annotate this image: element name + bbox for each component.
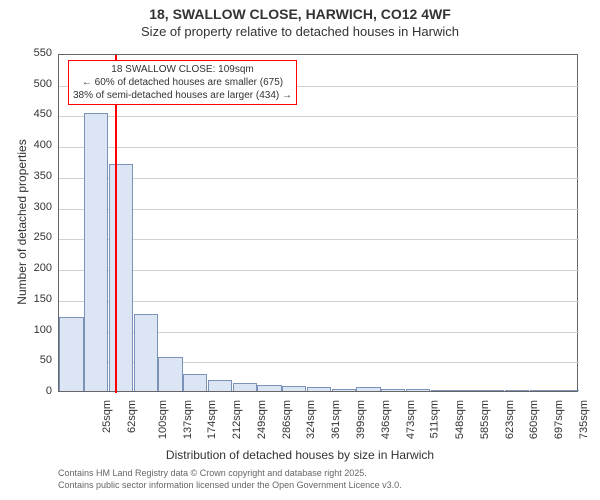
histogram-bar (554, 390, 578, 391)
x-tick-label: 735sqm (578, 400, 590, 439)
x-tick-label: 511sqm (429, 400, 441, 438)
x-tick-label: 100sqm (157, 400, 169, 439)
x-tick-label: 585sqm (479, 400, 491, 439)
x-tick-label: 174sqm (207, 400, 219, 439)
histogram-bar (307, 387, 331, 391)
annotation-line: 38% of semi-detached houses are larger (… (73, 89, 292, 102)
y-tick-label: 200 (20, 262, 52, 274)
x-tick-label: 660sqm (528, 400, 540, 439)
x-tick-label: 212sqm (231, 400, 243, 439)
x-axis-label: Distribution of detached houses by size … (0, 448, 600, 462)
histogram-bar (84, 113, 108, 391)
y-tick-label: 50 (20, 354, 52, 366)
histogram-bar (109, 164, 133, 391)
x-tick-label: 399sqm (355, 400, 367, 439)
histogram-bar (257, 385, 281, 391)
y-tick-label: 0 (20, 385, 52, 397)
property-marker-line (115, 55, 117, 393)
histogram-bar (381, 389, 405, 391)
histogram-bar (480, 390, 504, 391)
grid-line (59, 301, 579, 302)
x-tick-label: 25sqm (101, 400, 113, 433)
x-tick-label: 361sqm (330, 400, 342, 439)
y-tick-label: 400 (20, 139, 52, 151)
attribution-line-1: Contains HM Land Registry data © Crown c… (58, 468, 367, 478)
histogram-bar (59, 317, 83, 391)
annotation-line: ← 60% of detached houses are smaller (67… (73, 76, 292, 89)
grid-line (59, 116, 579, 117)
grid-line (59, 147, 579, 148)
y-tick-label: 350 (20, 170, 52, 182)
grid-line (59, 209, 579, 210)
y-tick-label: 300 (20, 201, 52, 213)
grid-line (59, 178, 579, 179)
y-tick-label: 450 (20, 108, 52, 120)
grid-line (59, 239, 579, 240)
chart-title-main: 18, SWALLOW CLOSE, HARWICH, CO12 4WF (0, 6, 600, 22)
histogram-bar (332, 389, 356, 391)
y-tick-label: 550 (20, 47, 52, 59)
chart-title-sub: Size of property relative to detached ho… (0, 24, 600, 39)
y-tick-label: 500 (20, 78, 52, 90)
grid-line (59, 270, 579, 271)
x-tick-label: 249sqm (256, 400, 268, 439)
histogram-bar (455, 390, 479, 391)
x-tick-label: 436sqm (380, 400, 392, 439)
x-tick-label: 473sqm (405, 400, 417, 439)
annotation-line: 18 SWALLOW CLOSE: 109sqm (73, 63, 292, 76)
histogram-chart: 18, SWALLOW CLOSE, HARWICH, CO12 4WF Siz… (0, 0, 600, 500)
histogram-bar (158, 357, 182, 391)
y-tick-label: 250 (20, 231, 52, 243)
histogram-bar (505, 390, 529, 391)
attribution-line-2: Contains public sector information licen… (58, 480, 402, 490)
x-tick-label: 697sqm (553, 400, 565, 439)
histogram-bar (208, 380, 232, 391)
x-tick-label: 137sqm (182, 400, 194, 439)
x-tick-label: 62sqm (126, 400, 138, 433)
y-tick-label: 150 (20, 293, 52, 305)
annotation-box: 18 SWALLOW CLOSE: 109sqm← 60% of detache… (68, 60, 297, 105)
x-tick-label: 548sqm (454, 400, 466, 439)
histogram-bar (233, 383, 257, 391)
histogram-bar (134, 314, 158, 391)
histogram-bar (431, 390, 455, 391)
x-tick-label: 324sqm (306, 400, 318, 439)
histogram-bar (183, 374, 207, 391)
y-tick-label: 100 (20, 324, 52, 336)
histogram-bar (282, 386, 306, 391)
x-tick-label: 623sqm (504, 400, 516, 439)
histogram-bar (356, 387, 380, 391)
x-tick-label: 286sqm (281, 400, 293, 439)
histogram-bar (406, 389, 430, 391)
histogram-bar (530, 390, 554, 391)
